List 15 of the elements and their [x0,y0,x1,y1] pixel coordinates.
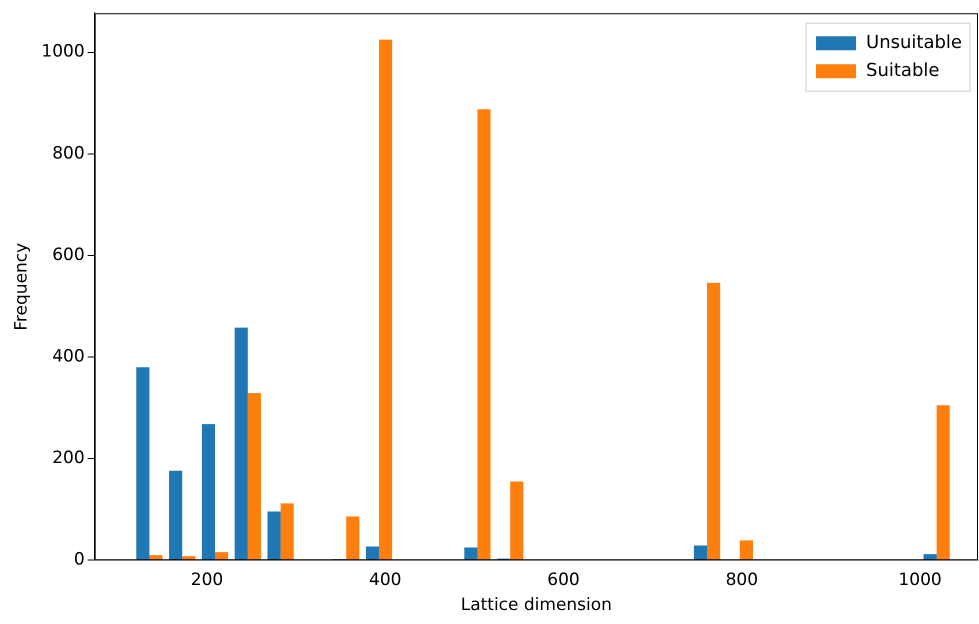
x-tick-label: 1000 [898,570,942,590]
x-tick-label: 800 [726,570,758,590]
y-axis-title: Frequency [12,242,32,331]
x-tick-label: 200 [190,570,224,590]
x-axis-title: Lattice dimension [460,595,612,616]
x-tick-label: 600 [547,570,580,590]
y-tick-label: 200 [52,448,85,468]
x-tick-label: 400 [369,570,402,590]
y-tick-label: 800 [52,143,85,164]
y-tick-label: 400 [52,346,85,366]
legend-label: Suitable [866,60,940,81]
y-tick-label: 0 [74,550,85,570]
y-tick-label: 600 [52,244,85,265]
y-tick-label: 1000 [41,42,85,62]
legend-label: Unsuitable [866,32,962,53]
